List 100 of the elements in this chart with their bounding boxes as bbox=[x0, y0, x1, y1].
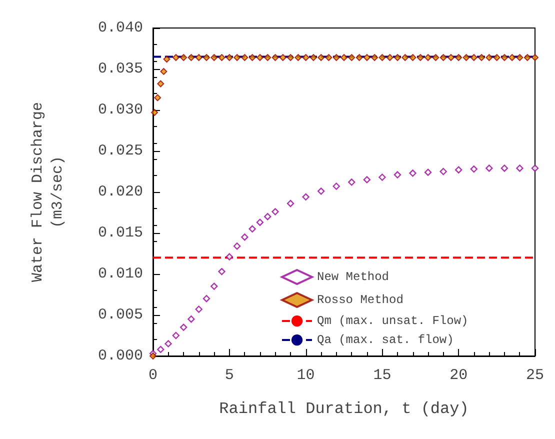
point bbox=[241, 54, 248, 62]
y-tick-label: 0.005 bbox=[98, 306, 143, 324]
point bbox=[409, 170, 416, 177]
point bbox=[151, 108, 158, 116]
y-tick-label: 0.020 bbox=[98, 184, 143, 200]
point bbox=[163, 56, 170, 63]
point bbox=[157, 80, 164, 88]
x-tick-label: 5 bbox=[224, 367, 234, 384]
point bbox=[202, 295, 210, 302]
point bbox=[248, 225, 256, 232]
point bbox=[233, 242, 241, 250]
point bbox=[150, 352, 156, 360]
point bbox=[440, 168, 447, 176]
point bbox=[218, 268, 226, 276]
point bbox=[470, 165, 478, 173]
x-tick-label: 20 bbox=[450, 367, 468, 384]
y-tick-label: 0.025 bbox=[98, 142, 143, 160]
point bbox=[394, 54, 401, 62]
point bbox=[363, 176, 371, 184]
legend-label: Qm (max. unsat. Flow) bbox=[317, 314, 468, 328]
point bbox=[394, 171, 402, 178]
legend-label: Rosso Method bbox=[317, 293, 404, 307]
point bbox=[256, 54, 264, 62]
point bbox=[294, 54, 302, 62]
point bbox=[302, 54, 310, 62]
point bbox=[202, 54, 210, 62]
point bbox=[172, 332, 180, 340]
point bbox=[256, 218, 264, 226]
point bbox=[172, 54, 180, 62]
point bbox=[402, 54, 409, 62]
point bbox=[226, 253, 233, 260]
point bbox=[180, 54, 188, 62]
point bbox=[286, 200, 294, 208]
point bbox=[500, 164, 508, 172]
point bbox=[234, 54, 241, 62]
point bbox=[195, 54, 202, 62]
point bbox=[447, 54, 454, 62]
point bbox=[248, 54, 256, 62]
legend-label: Qa (max. sat. flow) bbox=[317, 333, 454, 347]
point bbox=[317, 188, 325, 195]
point bbox=[462, 54, 470, 62]
point bbox=[386, 54, 394, 62]
point bbox=[180, 324, 188, 331]
point bbox=[493, 54, 500, 62]
point bbox=[508, 54, 516, 62]
x-tick-label: 10 bbox=[296, 367, 315, 384]
point bbox=[332, 54, 340, 62]
point bbox=[188, 316, 195, 323]
point bbox=[348, 54, 356, 62]
point bbox=[318, 54, 325, 62]
point bbox=[478, 54, 486, 62]
point bbox=[440, 54, 447, 62]
point bbox=[160, 68, 168, 75]
point bbox=[532, 54, 538, 62]
y-axis-title: Water Flow Discharge (m3/sec) bbox=[30, 102, 66, 282]
legend-label: New Method bbox=[317, 270, 390, 284]
x-axis-title: Rainfall Duration, t (day) bbox=[219, 400, 469, 418]
point bbox=[154, 94, 162, 102]
point bbox=[371, 54, 378, 62]
point bbox=[272, 54, 279, 62]
y-tick-label: 0.000 bbox=[98, 348, 143, 364]
point bbox=[432, 54, 440, 62]
point bbox=[195, 306, 202, 313]
point bbox=[241, 234, 248, 241]
point bbox=[188, 54, 195, 62]
point bbox=[264, 54, 272, 62]
point bbox=[500, 54, 508, 62]
point bbox=[218, 54, 226, 62]
point bbox=[287, 54, 294, 62]
point bbox=[325, 54, 332, 62]
y-tick-label: 0.015 bbox=[98, 224, 143, 242]
point bbox=[455, 54, 462, 62]
point bbox=[516, 54, 524, 62]
point bbox=[516, 164, 524, 172]
y-tick-label: 0.030 bbox=[98, 102, 143, 118]
point bbox=[409, 54, 416, 62]
x-tick-label: 25 bbox=[526, 367, 544, 384]
point bbox=[302, 193, 310, 201]
point bbox=[272, 208, 279, 216]
point bbox=[279, 54, 286, 62]
point bbox=[164, 340, 172, 348]
point bbox=[310, 54, 317, 62]
point bbox=[348, 178, 356, 186]
x-tick-label: 15 bbox=[373, 367, 392, 384]
point bbox=[531, 164, 539, 172]
point bbox=[416, 54, 424, 62]
point bbox=[363, 54, 370, 62]
point bbox=[524, 54, 531, 62]
y-tick-label: 0.035 bbox=[98, 60, 143, 78]
y-tick-label: 0.010 bbox=[98, 266, 143, 282]
point bbox=[356, 54, 363, 62]
point bbox=[378, 54, 386, 62]
x-tick-label: 0 bbox=[148, 367, 158, 384]
point bbox=[226, 54, 233, 62]
point bbox=[210, 54, 218, 62]
point bbox=[486, 164, 493, 172]
point bbox=[455, 166, 462, 174]
point bbox=[486, 54, 493, 62]
y-tick-label: 0.040 bbox=[98, 20, 143, 36]
point bbox=[378, 174, 386, 181]
